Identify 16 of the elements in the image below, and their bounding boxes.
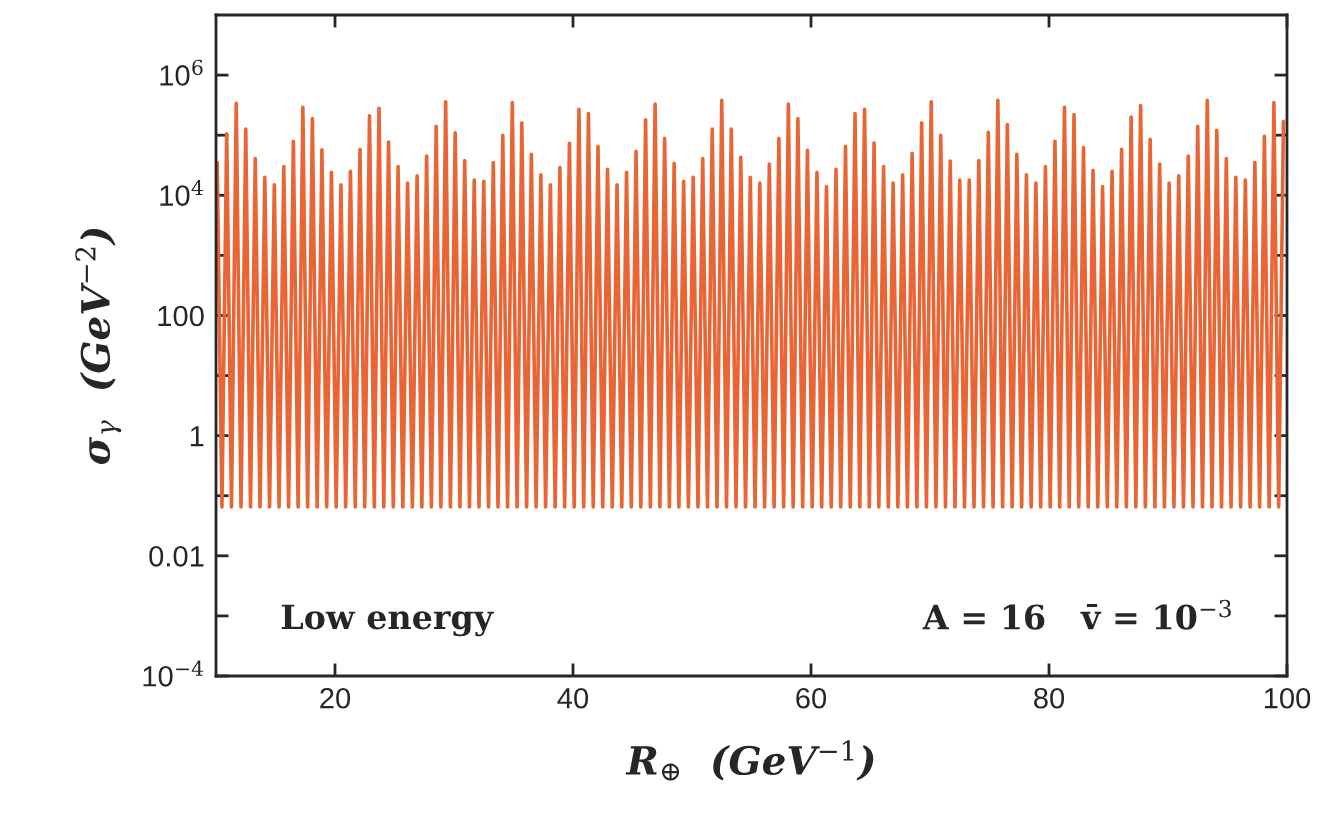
annotation: A = 16 v̄ = 10$^{−3}$ [922,599,1231,630]
x-tick-label: 20 [320,687,351,709]
x-tick-label: 60 [796,687,827,709]
y-tick-label: 10$^{−4}$ [143,660,204,687]
line-series [216,98,1286,509]
y-tick-label: 10$^{4}$ [160,179,203,206]
y-tick-label: 100 [158,305,204,327]
x-tick-label: 100 [1264,687,1311,709]
x-tick-label: 80 [1034,687,1065,709]
y-axis-title: σ$_{γ}$ (GeV$^{−2}$) [75,228,122,465]
y-tick-label: 10$^{6}$ [160,59,203,86]
text: R$_{⊕}$ (GeV$^{−1}$) [625,740,874,781]
y-tick-label: 0.01 [149,546,204,567]
annotation: Low energy [281,604,494,637]
x-tick-label: 40 [557,687,589,709]
y-tick-label: 1 [190,426,204,447]
